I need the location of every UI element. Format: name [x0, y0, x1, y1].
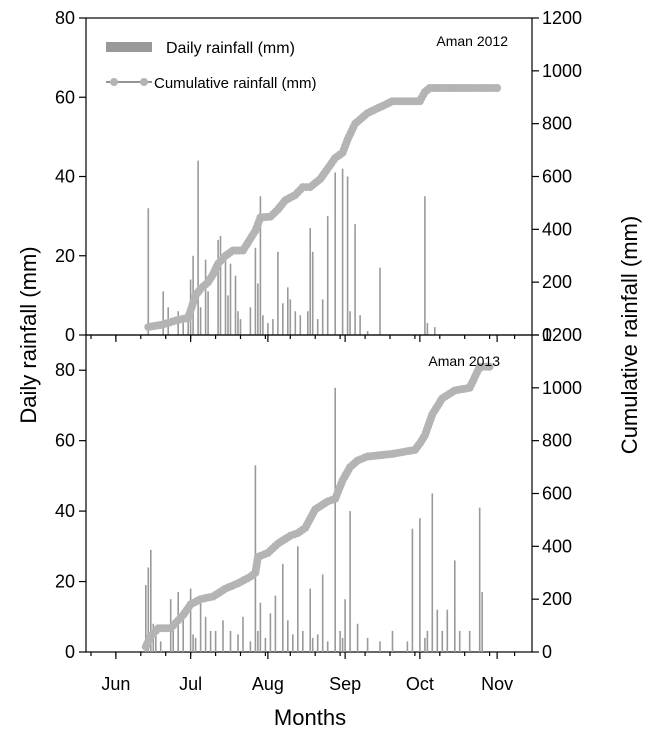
left-tick-label: 40: [55, 167, 75, 187]
right-tick-label: 800: [542, 431, 572, 451]
legend-daily-label: Daily rainfall (mm): [166, 40, 295, 57]
right-tick-label: 200: [542, 272, 572, 292]
x-tick-label: Oct: [406, 674, 434, 694]
legend: Daily rainfall (mm) Cumulative rainfall …: [106, 40, 317, 92]
panel-aman-2013: 0 20 40 60 80 0 200 400 600 800 1000 1200 Jun Jul Au…: [55, 325, 582, 694]
right-tick-label: 1200: [542, 325, 582, 345]
x-tick-label: Jun: [101, 674, 130, 694]
x-axis-title: Months: [274, 705, 346, 730]
panel-aman-2012: 0 20 40 60 80 0 200 400 600 800 1000 1200 Aman 201…: [55, 8, 582, 345]
right-tick-label: 400: [542, 219, 572, 239]
left-axis-ticks-bottom: 0 20 40 60 80: [55, 360, 86, 662]
right-tick-label: 0: [542, 642, 552, 662]
left-tick-label: 80: [55, 360, 75, 380]
x-tick-label: Aug: [252, 674, 284, 694]
right-tick-label: 200: [542, 589, 572, 609]
left-tick-label: 40: [55, 501, 75, 521]
left-tick-label: 60: [55, 87, 75, 107]
right-tick-label: 0: [542, 325, 552, 345]
legend-marker-left: [110, 78, 118, 86]
x-tick-label: Jul: [179, 674, 202, 694]
plot-frame-bottom: [85, 334, 533, 653]
right-tick-label: 1000: [542, 378, 582, 398]
x-tick-label: Sep: [329, 674, 361, 694]
x-axis-ticks-bottom: Jun Jul Aug Sep Oct Nov: [90, 652, 516, 694]
cumulative-rainfall-line-2012: [144, 84, 502, 332]
legend-cumulative-label: Cumulative rainfall (mm): [154, 75, 317, 92]
left-tick-label: 20: [55, 572, 75, 592]
left-tick-label: 60: [55, 431, 75, 451]
right-tick-label: 400: [542, 536, 572, 556]
left-tick-label: 80: [55, 8, 75, 28]
legend-marker-right: [140, 78, 148, 86]
x-axis-ticks-top: [90, 335, 516, 342]
panel-label-2012: Aman 2012: [436, 33, 508, 49]
y-axis-title-left: Daily rainfall (mm): [16, 246, 41, 423]
right-tick-label: 1000: [542, 61, 582, 81]
right-tick-label: 600: [542, 484, 572, 504]
cumulative-rainfall-line-2013: [141, 362, 494, 651]
legend-bar-swatch: [106, 42, 152, 52]
y-axis-title-right: Cumulative rainfall (mm): [617, 216, 642, 454]
left-axis-ticks-top: 0 20 40 60 80: [55, 8, 86, 345]
plot-frame-top: [85, 17, 533, 336]
right-axis-ticks-bottom: 0 200 400 600 800 1000 1200: [532, 325, 582, 662]
cumulative-point: [493, 84, 502, 92]
right-axis-ticks-top: 0 200 400 600 800 1000 1200: [532, 8, 582, 345]
right-tick-label: 1200: [542, 8, 582, 28]
right-tick-label: 800: [542, 114, 572, 134]
left-tick-label: 0: [65, 325, 75, 345]
left-tick-label: 20: [55, 246, 75, 266]
cumulative-point: [485, 362, 494, 371]
daily-rainfall-bars-2012: [147, 160, 436, 335]
left-tick-label: 0: [65, 642, 75, 662]
panel-label-2013: Aman 2013: [428, 353, 500, 369]
x-tick-label: Nov: [481, 674, 513, 694]
right-tick-label: 600: [542, 167, 572, 187]
